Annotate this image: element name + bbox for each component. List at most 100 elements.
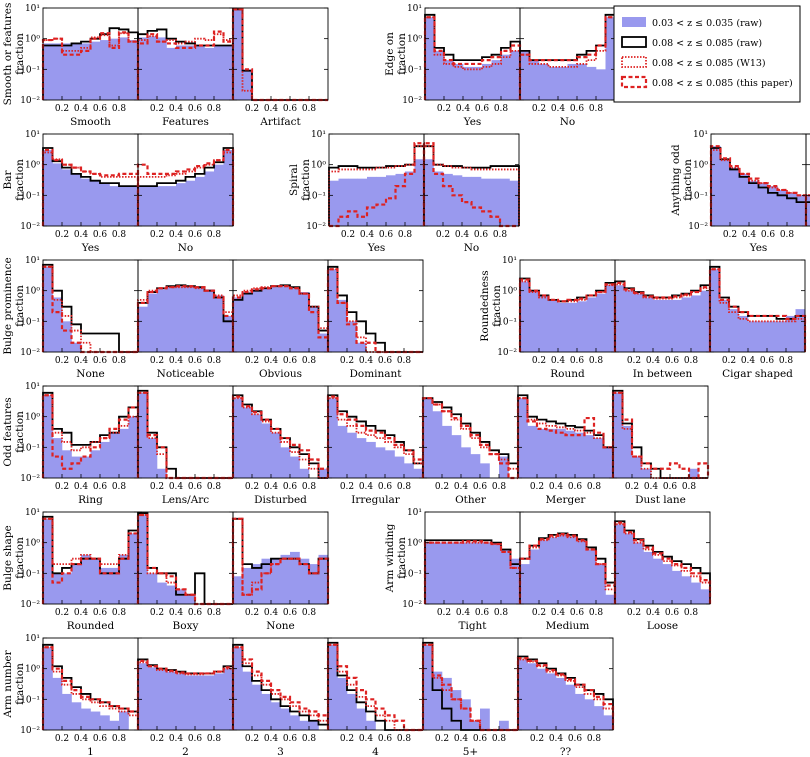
y-tick-label: 10⁻² — [306, 222, 326, 232]
x-tick-label: 0.8 — [589, 356, 604, 366]
panel-noticeable: 0.2 0.4 0.6 0.8 Noticeable — [136, 259, 235, 380]
x-tick-label: 0.6 — [473, 734, 488, 744]
bar-raw-low — [138, 37, 148, 100]
panel-ring: 0.2 0.4 0.6 0.8 Ring — [41, 385, 140, 506]
bar-raw-low — [634, 542, 644, 604]
panel-frame — [327, 259, 424, 353]
x-tick-label: 0.4 — [644, 482, 659, 492]
y-tick-label: 10⁰ — [407, 539, 422, 549]
x-tick-label: 0.4 — [264, 734, 279, 744]
bar-raw-low — [337, 299, 348, 352]
bar-raw-low — [518, 659, 528, 730]
x-tick-label: 0.8 — [398, 230, 413, 240]
category-label: Dominant — [349, 368, 402, 380]
x-tick-label: 0.2 — [245, 482, 259, 492]
bar-raw-low — [62, 693, 72, 730]
y-axis-label: fraction — [14, 411, 26, 453]
x-tick-label: 0.2 — [55, 230, 69, 240]
bar-raw-low — [329, 180, 339, 226]
bar-raw-low — [453, 542, 464, 604]
x-tick-label: 0.8 — [302, 734, 317, 744]
bar-raw-low — [328, 398, 338, 478]
x-tick-label: 0.6 — [568, 734, 583, 744]
panel-cigar-shaped: 0.2 0.4 0.6 0.8 Cigar shaped — [708, 259, 807, 380]
y-tick-label: 10⁻¹ — [402, 65, 422, 75]
bar-raw-low — [424, 159, 434, 226]
bar-raw-low — [214, 164, 224, 226]
y-tick-label: 10¹ — [25, 4, 40, 14]
x-tick-label: 0.6 — [473, 482, 488, 492]
bar-raw-low — [166, 186, 177, 226]
bar-raw-low — [527, 425, 538, 478]
x-tick-label: 0.4 — [456, 104, 471, 114]
bar-raw-low — [242, 69, 253, 100]
bar-raw-low — [444, 542, 454, 604]
y-axis-label: fraction — [14, 33, 26, 75]
x-tick-label: 0.8 — [112, 230, 127, 240]
category-label: None — [266, 620, 295, 632]
bar-raw-low — [318, 468, 329, 478]
x-tick-label: 0.8 — [684, 356, 699, 366]
bar-raw-low — [434, 542, 445, 604]
step-w13 — [232, 285, 329, 352]
panel-3: 0.2 0.4 0.6 0.8 3 — [231, 637, 330, 757]
bar-raw-low — [81, 554, 91, 604]
step-w13 — [137, 33, 234, 100]
x-tick-label: 0.8 — [587, 482, 602, 492]
bar-raw-low — [537, 668, 547, 730]
y-tick-label: 10⁰ — [25, 539, 40, 549]
bar-raw-low — [81, 178, 91, 226]
bar-raw-low — [586, 549, 597, 604]
bar-raw-low — [71, 43, 82, 100]
bar-raw-low — [748, 321, 758, 352]
x-tick-label: 0.2 — [723, 230, 737, 240]
x-tick-label: 0.4 — [74, 104, 89, 114]
bar-raw-low — [252, 289, 262, 352]
panel-features: 0.2 0.4 0.6 0.8 Features — [136, 7, 235, 128]
x-tick-label: 0.2 — [150, 356, 164, 366]
bar-raw-low — [109, 720, 120, 730]
bar-raw-low — [176, 286, 186, 352]
category-label: In between — [633, 368, 693, 380]
panel-group: Spiral fraction 10¹ 10⁰ 10⁻¹ 10⁻² 0.2 0.4 0.6 0.8… — [288, 130, 520, 254]
y-tick-label: 10¹ — [25, 130, 40, 140]
step-w13 — [42, 517, 139, 604]
bar-raw-low — [43, 266, 53, 352]
x-tick-label: 0.2 — [532, 356, 546, 366]
x-tick-label: 0.6 — [663, 482, 678, 492]
step-this-paper — [422, 142, 519, 228]
y-tick-label: 10⁻¹ — [20, 695, 40, 705]
panel-group: Bulge prominence fraction10¹10⁰10⁻¹10⁻²0.… — [2, 256, 424, 380]
x-tick-label: 0.6 — [283, 356, 298, 366]
bar-raw-low — [672, 570, 682, 604]
x-tick-label: 0.6 — [188, 608, 203, 618]
step-this-paper — [136, 148, 235, 226]
y-tick-label: 10⁰ — [502, 287, 517, 297]
bar-raw-low — [482, 63, 492, 100]
x-tick-label: 0.2 — [150, 482, 164, 492]
x-tick-label: 0.2 — [437, 104, 451, 114]
y-axis-label: Roundedness — [479, 270, 491, 341]
bar-raw-low — [520, 281, 530, 352]
x-tick-label: 0.2 — [150, 230, 164, 240]
bar-raw-low — [577, 301, 587, 352]
y-tick-label: 10⁻² — [20, 348, 40, 358]
bar-raw-low — [603, 715, 614, 730]
category-label: Loose — [647, 620, 678, 632]
bar-raw-low — [613, 392, 623, 478]
bar-raw-low — [166, 47, 177, 100]
y-tick-label: 10⁻¹ — [20, 65, 40, 75]
bar-raw-low — [539, 295, 549, 352]
legend-swatch-w13 — [621, 56, 647, 68]
bar-raw-low — [338, 178, 349, 226]
bar-raw-low — [499, 720, 509, 730]
x-tick-label: 0.8 — [112, 482, 127, 492]
bar-raw-low — [347, 693, 357, 730]
bar-raw-low — [615, 285, 625, 352]
bar-raw-low — [596, 293, 606, 352]
bar-raw-low — [594, 706, 604, 730]
legend-label-this-paper: 0.08 < z ≤ 0.085 (this paper) — [652, 78, 793, 89]
bar-raw-low — [204, 47, 215, 100]
bar-raw-low — [425, 17, 435, 101]
